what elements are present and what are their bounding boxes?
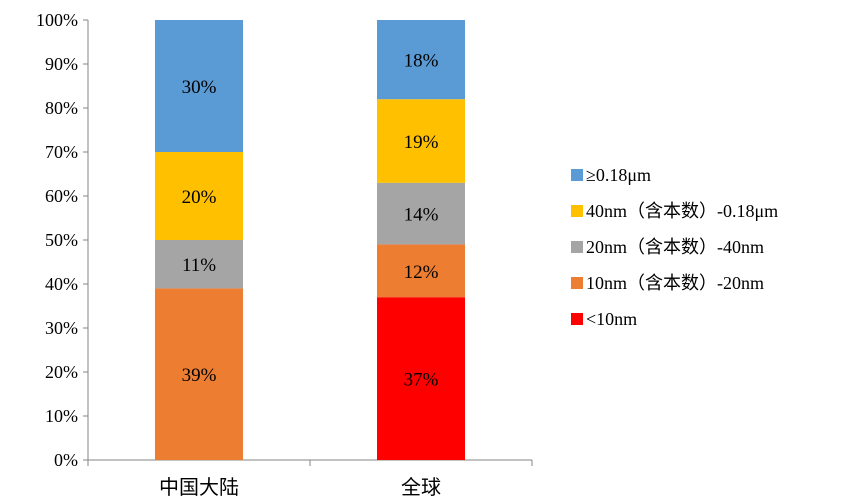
data-label: 19% bbox=[404, 132, 439, 153]
y-tick-label: 10% bbox=[45, 406, 78, 426]
data-label: 18% bbox=[404, 51, 439, 72]
data-label: 14% bbox=[404, 205, 439, 226]
bar-segment bbox=[377, 244, 465, 298]
legend-swatch bbox=[571, 241, 583, 253]
y-tick-label: 20% bbox=[45, 362, 78, 382]
legend-swatch bbox=[571, 169, 583, 181]
legend-swatch bbox=[571, 277, 583, 289]
legend-label: <10nm bbox=[586, 309, 637, 329]
legend-label: ≥0.18μm bbox=[586, 165, 651, 185]
bar-segment bbox=[377, 99, 465, 183]
x-tick-label: 中国大陆 bbox=[159, 476, 239, 499]
bars: 39% 11% 20% 30% 37% 12% 14% 19% 18% bbox=[155, 20, 465, 460]
bar-segment bbox=[155, 288, 243, 460]
y-tick-label: 40% bbox=[45, 274, 78, 294]
y-tick-label: 80% bbox=[45, 98, 78, 118]
y-tick-label: 90% bbox=[45, 54, 78, 74]
bar-segment bbox=[377, 182, 465, 245]
data-label: 20% bbox=[182, 187, 217, 208]
legend-swatch bbox=[571, 205, 583, 217]
legend: ≥0.18μm 40nm（含本数）-0.18μm 20nm（含本数）-40nm 10n… bbox=[571, 165, 778, 329]
legend-label: 10nm（含本数）-20nm bbox=[586, 273, 764, 293]
data-label: 12% bbox=[404, 262, 439, 283]
x-tick-label: 全球 bbox=[401, 476, 441, 499]
legend-label: 40nm（含本数）-0.18μm bbox=[586, 201, 778, 221]
y-tick-label: 70% bbox=[45, 142, 78, 162]
y-tick-label: 50% bbox=[45, 230, 78, 250]
data-label: 11% bbox=[182, 255, 216, 276]
data-label: 39% bbox=[182, 365, 217, 386]
legend-swatch bbox=[571, 313, 583, 325]
y-tick-label: 0% bbox=[54, 450, 78, 470]
bar-segment bbox=[155, 152, 243, 240]
bar-segment bbox=[155, 20, 243, 152]
bar-segment bbox=[377, 20, 465, 100]
legend-label: 20nm（含本数）-40nm bbox=[586, 237, 764, 257]
y-tick-label: 30% bbox=[45, 318, 78, 338]
y-tick-label: 100% bbox=[36, 10, 78, 30]
data-label: 37% bbox=[404, 370, 439, 391]
bar-segment bbox=[377, 297, 465, 460]
axes: 0% 10% 20% 30% 40% 50% 60% 70% 80% 90% 100% 中国大陆 全球 bbox=[36, 10, 533, 499]
y-tick-label: 60% bbox=[45, 186, 78, 206]
bar-segment bbox=[155, 240, 243, 289]
data-label: 30% bbox=[182, 77, 217, 98]
